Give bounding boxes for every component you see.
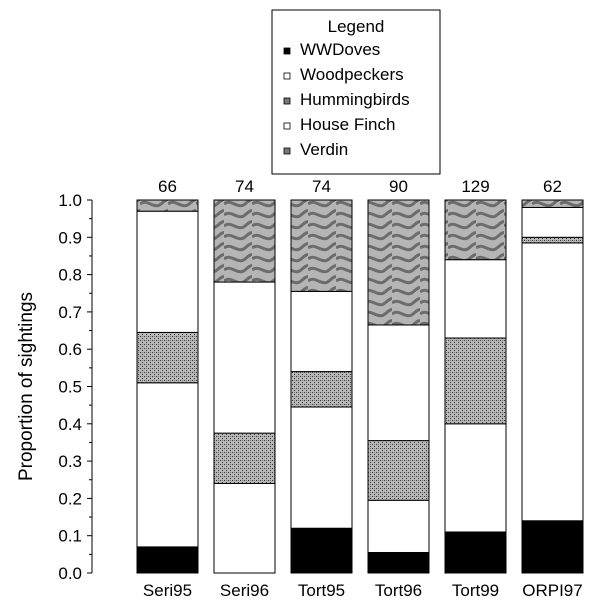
bar-total-label: 62 bbox=[543, 177, 562, 196]
legend-entry-label: Woodpeckers bbox=[300, 65, 404, 84]
bar-segment-house-finch bbox=[444, 259, 507, 339]
bar-segment-woodpeckers bbox=[521, 242, 584, 522]
legend-swatch bbox=[283, 147, 291, 155]
y-tick-label: 0.9 bbox=[58, 228, 82, 247]
bar-segment-verdin bbox=[290, 199, 353, 292]
legend-swatch bbox=[283, 47, 291, 55]
y-tick-label: 0.1 bbox=[58, 527, 82, 546]
legend-entry-label: WWDoves bbox=[300, 40, 380, 59]
bar-segment-house-finch bbox=[367, 324, 430, 442]
y-tick-label: 0.2 bbox=[58, 489, 82, 508]
y-axis-title: Proportion of sightings bbox=[16, 292, 37, 481]
bar-outline bbox=[136, 199, 199, 574]
bar-segment-woodpeckers bbox=[136, 382, 199, 548]
bar-segment-house-finch bbox=[521, 206, 584, 238]
y-tick-label: 0.7 bbox=[58, 303, 82, 322]
bar-outline bbox=[213, 199, 276, 574]
bar-outline bbox=[290, 199, 353, 574]
y-tick-label: 0.8 bbox=[58, 266, 82, 285]
bar-segment-woodpeckers bbox=[367, 499, 430, 553]
bar-segment-verdin bbox=[521, 199, 584, 208]
bar-segment-hummingbirds bbox=[213, 432, 276, 484]
y-tick-label: 0.0 bbox=[58, 564, 82, 583]
bar-total-label: 74 bbox=[235, 177, 254, 196]
y-tick-label: 1.0 bbox=[58, 191, 82, 210]
bar-segment-hummingbirds bbox=[290, 371, 353, 408]
bar-outline bbox=[367, 199, 430, 574]
legend-swatch bbox=[283, 72, 291, 80]
category-label: Tort96 bbox=[375, 581, 422, 600]
bar-segment-wwdoves bbox=[521, 520, 584, 574]
bar-segment-verdin bbox=[213, 199, 276, 283]
legend-title: Legend bbox=[328, 17, 385, 36]
bar-segment-house-finch bbox=[136, 210, 199, 333]
legend-swatch bbox=[283, 97, 291, 105]
category-label: Seri96 bbox=[220, 581, 269, 600]
y-tick-label: 0.3 bbox=[58, 452, 82, 471]
category-label: Seri95 bbox=[143, 581, 192, 600]
bar-segment-house-finch bbox=[213, 281, 276, 434]
bar-segment-hummingbirds bbox=[444, 337, 507, 425]
bar-total-label: 129 bbox=[461, 177, 489, 196]
category-labels: 66 Seri95 74 Seri96 74 Tort95 90 Tort96 129 Tort9… bbox=[143, 177, 583, 600]
bar-segment-woodpeckers bbox=[290, 406, 353, 529]
legend: Legend WWDoves Woodpeckers Hummingbirds Hous… bbox=[271, 9, 441, 175]
bar-segment-verdin bbox=[136, 199, 199, 212]
bar-segment-verdin bbox=[444, 199, 507, 261]
legend-entry-label: Hummingbirds bbox=[300, 90, 410, 109]
bar-segment-wwdoves bbox=[444, 531, 507, 574]
bars bbox=[136, 199, 584, 574]
legend-box bbox=[271, 9, 441, 175]
bar-total-label: 74 bbox=[312, 177, 331, 196]
bar-segment-verdin bbox=[367, 199, 430, 326]
bar-segment-hummingbirds bbox=[521, 236, 584, 244]
bar-total-label: 90 bbox=[389, 177, 408, 196]
y-tick-label: 0.5 bbox=[58, 378, 82, 397]
legend-swatch bbox=[283, 122, 291, 130]
bar-segment-wwdoves bbox=[136, 546, 199, 574]
bar-segment-woodpeckers bbox=[444, 423, 507, 533]
category-label: Tort95 bbox=[298, 581, 345, 600]
y-tick-label: 0.6 bbox=[58, 340, 82, 359]
bar-segment-wwdoves bbox=[367, 551, 430, 574]
bar-total-label: 66 bbox=[158, 177, 177, 196]
legend-entry-label: House Finch bbox=[300, 115, 395, 134]
bar-outline bbox=[444, 199, 507, 574]
bar-outline bbox=[521, 199, 584, 574]
bar-segment-wwdoves bbox=[290, 527, 353, 574]
bar-segment-woodpeckers bbox=[213, 482, 276, 574]
bar-segment-hummingbirds bbox=[367, 440, 430, 501]
bar-segment-hummingbirds bbox=[136, 331, 199, 384]
y-tick-label: 0.4 bbox=[58, 415, 82, 434]
category-label: ORPI97 bbox=[522, 581, 582, 600]
legend-entry-label: Verdin bbox=[300, 140, 348, 159]
category-label: Tort99 bbox=[452, 581, 499, 600]
bar-segment-house-finch bbox=[290, 290, 353, 373]
y-axis: 0.0 0.1 0.2 0.3 0.4 0.5 0.6 0.7 0.8 0.9 1.0 Proport… bbox=[16, 191, 93, 583]
